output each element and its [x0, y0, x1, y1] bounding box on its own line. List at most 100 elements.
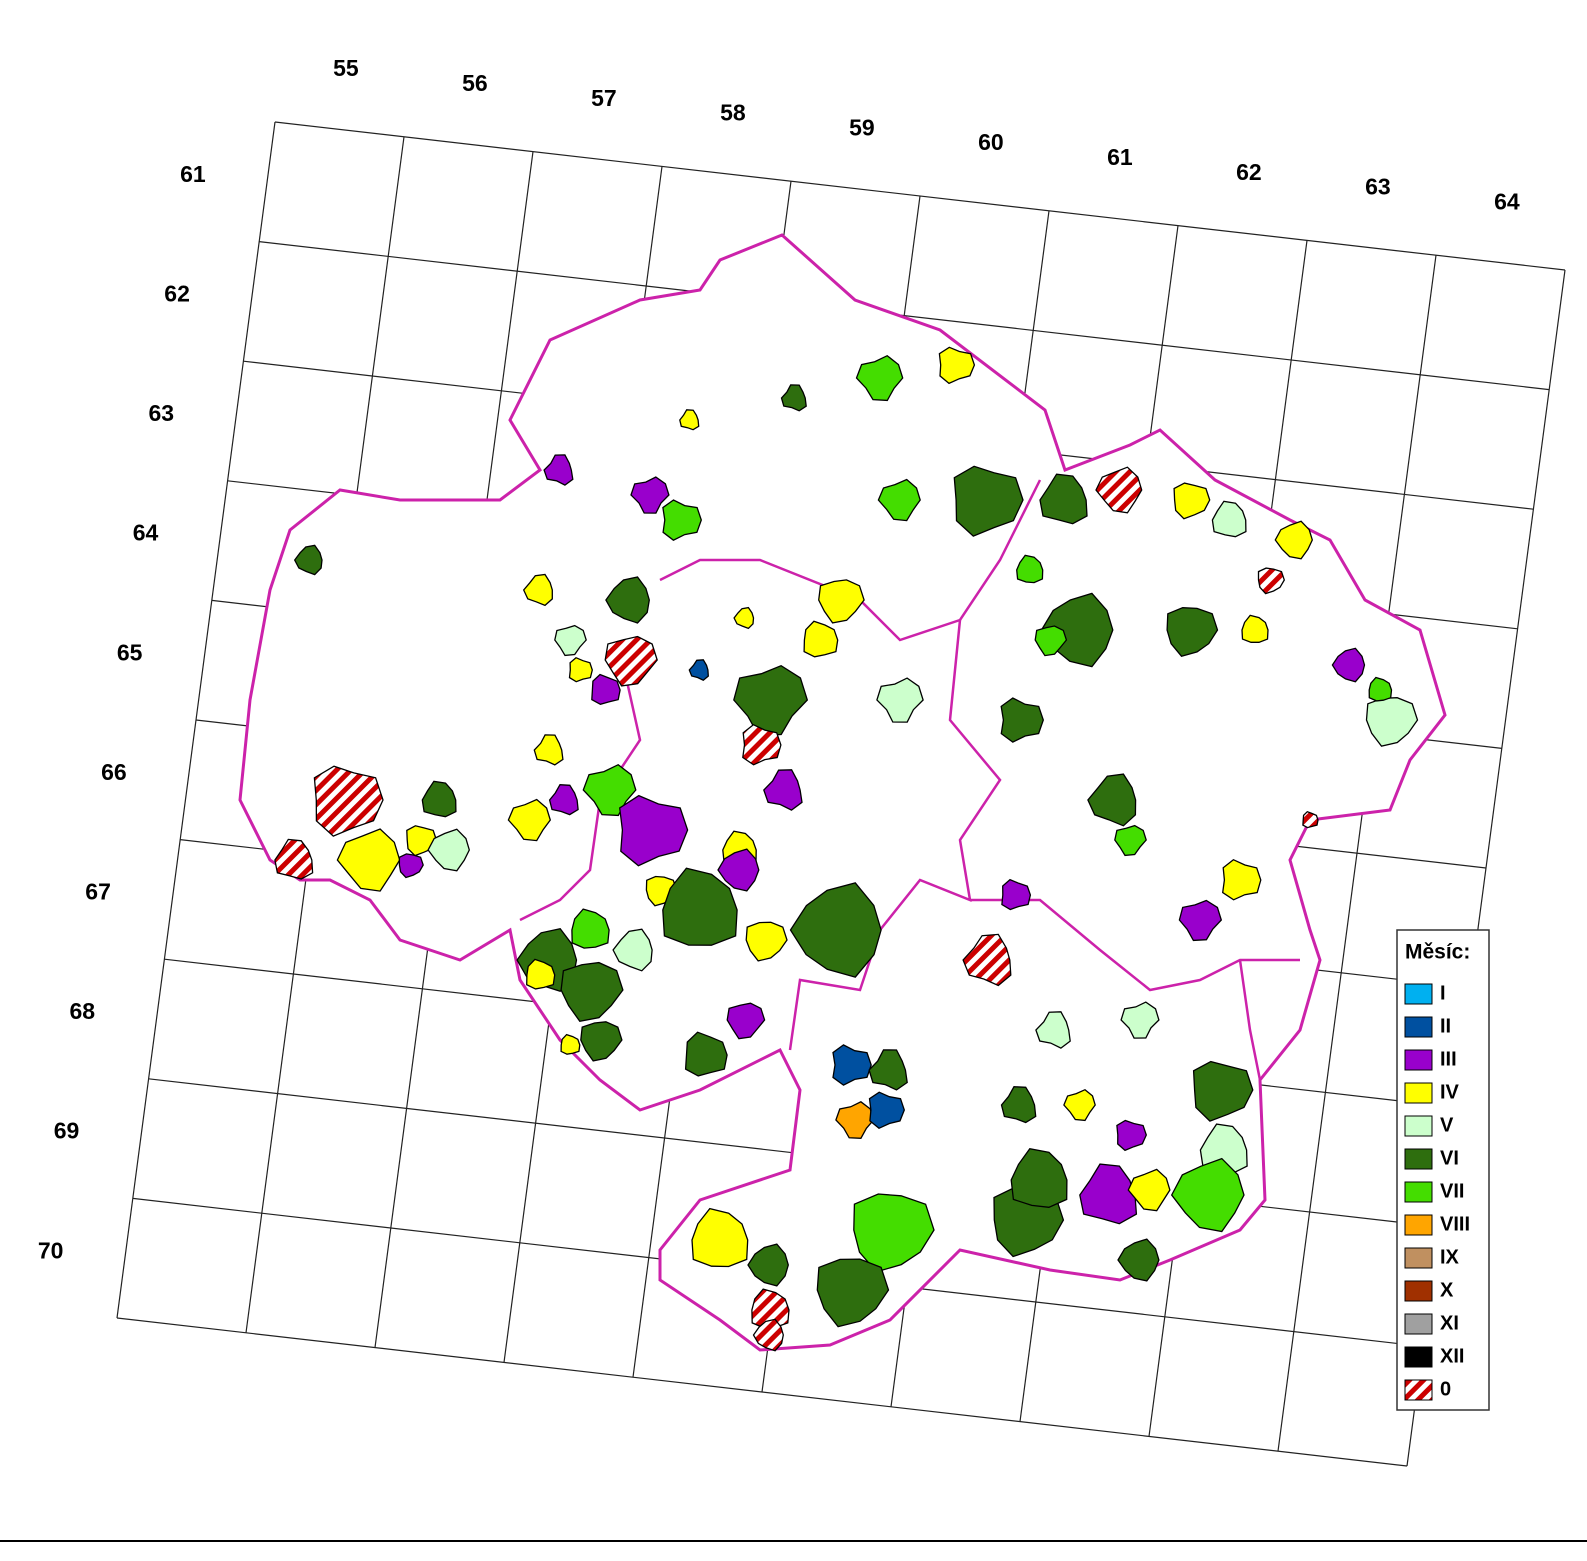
record-area — [1211, 500, 1247, 538]
record-area — [1114, 824, 1147, 857]
record-area — [630, 476, 670, 514]
record-area — [868, 1091, 905, 1130]
column-label: 59 — [849, 114, 875, 140]
row-label: 64 — [133, 520, 159, 546]
record-area — [1173, 482, 1211, 520]
record-area — [427, 828, 470, 872]
record-area — [1199, 1123, 1248, 1174]
record-area — [726, 1002, 766, 1040]
record-area — [835, 1101, 875, 1139]
record-area — [1127, 1168, 1171, 1212]
legend-label: XI — [1440, 1312, 1459, 1334]
record-area — [1302, 810, 1319, 829]
row-label: 67 — [85, 878, 111, 904]
record-area — [1035, 1011, 1071, 1049]
record-area — [1120, 1001, 1160, 1039]
column-label: 63 — [1365, 174, 1391, 200]
column-label: 62 — [1236, 159, 1262, 185]
record-area — [717, 848, 760, 892]
record-area — [1117, 1238, 1160, 1282]
record-area — [526, 958, 556, 990]
record-area — [752, 1318, 784, 1352]
column-label: 64 — [1494, 188, 1520, 214]
legend-label: IX — [1440, 1246, 1460, 1268]
record-area — [1257, 567, 1286, 595]
record-area — [742, 723, 782, 766]
column-label: 57 — [591, 85, 617, 111]
record-area — [733, 664, 809, 737]
record-area — [548, 784, 579, 816]
legend-swatch — [1404, 1379, 1433, 1401]
legend-swatch — [1404, 1313, 1433, 1335]
record-area — [591, 673, 621, 705]
record-area — [1178, 899, 1223, 942]
row-label: 66 — [101, 759, 127, 785]
record-area — [1034, 625, 1068, 657]
record-area — [1368, 676, 1393, 702]
record-area — [853, 1193, 935, 1273]
record-area — [684, 1031, 728, 1077]
record-area — [1222, 858, 1262, 901]
record-area — [818, 579, 865, 624]
record-area — [1365, 697, 1419, 747]
column-label: 56 — [462, 70, 488, 96]
region-outline — [238, 233, 1447, 1352]
legend-swatch — [1404, 1148, 1433, 1170]
legend-label: X — [1440, 1279, 1454, 1301]
record-area — [876, 677, 924, 723]
record-area — [1000, 697, 1044, 743]
record-area — [571, 908, 610, 949]
legend-label: VI — [1440, 1147, 1459, 1169]
record-area — [507, 798, 552, 842]
record-area — [789, 882, 882, 978]
legend-swatch — [1404, 1346, 1433, 1368]
legend-label: 0 — [1440, 1378, 1451, 1400]
column-label: 60 — [978, 129, 1004, 155]
record-area — [1063, 1088, 1096, 1122]
record-area — [832, 1044, 872, 1086]
grid-line — [274, 121, 1566, 271]
record-area — [336, 828, 401, 892]
legend-swatch — [1404, 983, 1433, 1005]
record-area — [543, 454, 574, 486]
record-area — [868, 1049, 908, 1091]
legend-label: II — [1440, 1015, 1451, 1037]
legend-swatch — [1404, 1247, 1433, 1269]
record-area — [691, 1207, 749, 1268]
record-area — [1000, 1086, 1037, 1124]
record-area — [938, 346, 976, 385]
record-area — [662, 499, 702, 541]
legend-label: VII — [1440, 1180, 1464, 1202]
record-area — [679, 409, 700, 431]
record-area — [803, 620, 839, 658]
record-area — [1039, 473, 1088, 525]
record-area — [1016, 554, 1044, 584]
record-area — [568, 656, 593, 683]
legend-swatch — [1404, 1214, 1433, 1236]
grid-line — [116, 1317, 1408, 1467]
record-area — [1241, 614, 1269, 643]
record-area — [1166, 607, 1219, 657]
record-area — [522, 573, 553, 607]
row-label: 65 — [117, 639, 143, 665]
legend-swatch — [1404, 1280, 1433, 1302]
column-label: 58 — [720, 100, 746, 126]
record-area — [604, 635, 658, 687]
row-label: 62 — [164, 280, 190, 306]
row-label: 70 — [38, 1237, 64, 1263]
record-area — [877, 478, 921, 522]
row-label: 61 — [180, 161, 206, 187]
legend-label: V — [1440, 1114, 1454, 1136]
record-area — [1331, 647, 1366, 683]
records — [274, 346, 1419, 1352]
record-area — [1095, 466, 1143, 514]
record-area — [953, 465, 1024, 537]
record-area — [1079, 1163, 1138, 1225]
record-area — [962, 933, 1012, 987]
record-area — [688, 659, 709, 681]
record-area — [560, 1033, 581, 1055]
record-area — [1192, 1060, 1254, 1122]
record-area — [1001, 878, 1032, 911]
